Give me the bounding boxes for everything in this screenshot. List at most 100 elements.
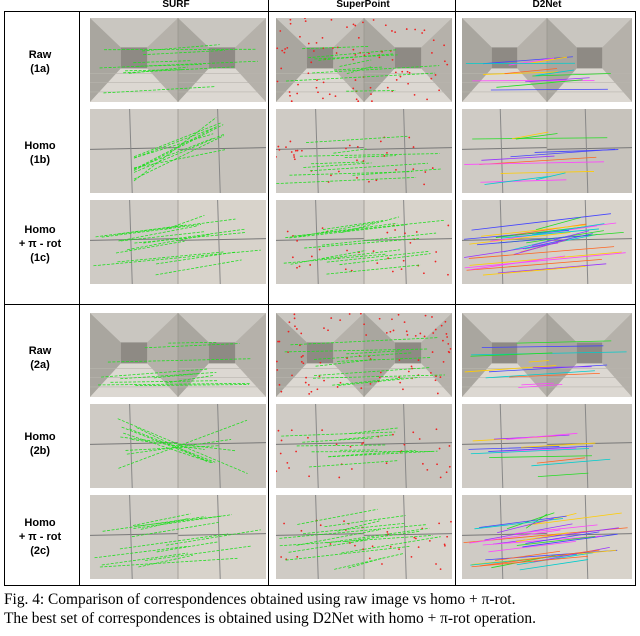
match-line — [155, 259, 242, 276]
match-line — [289, 171, 412, 176]
match-line — [293, 219, 446, 237]
match-line — [133, 127, 215, 159]
match-line — [318, 53, 393, 61]
match-line — [483, 71, 558, 75]
match-line — [107, 358, 252, 363]
match-line — [99, 60, 258, 69]
match-line — [285, 545, 411, 561]
match-line — [513, 239, 567, 255]
match-line — [120, 231, 205, 242]
match-line — [313, 374, 445, 379]
column-header-superpoint: SuperPoint — [336, 0, 390, 10]
match-line — [341, 536, 441, 554]
match-line — [133, 122, 222, 158]
match-line — [120, 371, 217, 380]
match-line — [131, 521, 219, 538]
divider-superpoint-d2net — [455, 0, 456, 586]
match-line — [303, 162, 372, 168]
match-line — [469, 232, 571, 245]
match-line — [313, 352, 413, 360]
match-line — [536, 457, 586, 464]
match-line — [521, 442, 596, 448]
match-line — [95, 224, 186, 238]
match-line — [133, 124, 224, 171]
image-panel-superpoint-2a — [276, 313, 452, 397]
match-line — [532, 73, 611, 77]
match-line — [121, 426, 213, 464]
match-line — [497, 518, 554, 534]
match-line — [482, 265, 586, 276]
match-line — [168, 341, 217, 344]
match-line — [521, 382, 554, 386]
match-line — [488, 364, 608, 373]
match-line — [464, 365, 557, 373]
match-line — [483, 56, 573, 65]
match-line — [466, 259, 602, 271]
match-line — [279, 524, 428, 539]
match-line — [133, 60, 191, 64]
match-line — [94, 545, 188, 559]
caption-line-1: Fig. 4: Comparison of correspondences ob… — [4, 591, 516, 608]
image-panel-superpoint-2c — [276, 495, 452, 579]
image-panel-superpoint-1a — [276, 18, 452, 102]
frame-left — [4, 11, 5, 586]
match-line — [515, 532, 569, 543]
image-panel-superpoint-1b — [276, 109, 452, 193]
match-line — [476, 234, 589, 246]
match-line — [488, 445, 594, 452]
match-line — [525, 513, 548, 529]
caption-line-2: The best set of correspondences is obtai… — [4, 610, 536, 627]
row-label-1c: Homo + π - rot (1c) — [18, 224, 62, 264]
match-line — [296, 444, 386, 447]
match-line — [506, 432, 578, 440]
match-line — [324, 515, 406, 528]
match-line — [337, 357, 431, 362]
match-line — [119, 533, 229, 550]
match-line — [296, 529, 382, 546]
match-line — [516, 535, 596, 546]
column-header-surf: SURF — [162, 0, 190, 10]
match-line — [133, 125, 219, 170]
image-panel-surf-2a — [90, 313, 266, 397]
match-line — [496, 79, 583, 88]
match-line — [284, 348, 429, 353]
image-panel-d2net-1a — [462, 18, 632, 102]
match-line — [515, 133, 558, 140]
image-panel-surf-2b — [90, 404, 266, 488]
column-header-d2net: D2Net — [532, 0, 562, 10]
match-line — [132, 513, 191, 526]
match-line — [490, 88, 608, 91]
match-line — [471, 213, 611, 231]
match-line — [308, 49, 397, 59]
match-line — [470, 352, 553, 357]
match-line — [136, 64, 202, 67]
row-label-2b: Homo (2b) — [24, 431, 56, 457]
match-line — [479, 549, 600, 567]
image-panel-superpoint-2b — [276, 404, 452, 488]
match-line — [497, 263, 607, 274]
match-line — [304, 238, 420, 249]
image-panel-surf-1c — [90, 200, 266, 284]
image-panel-d2net-2c — [462, 495, 632, 579]
match-line — [326, 264, 421, 275]
frame-middle — [4, 304, 636, 305]
match-line — [142, 44, 220, 52]
match-line — [534, 149, 619, 153]
match-line — [115, 240, 185, 254]
match-line — [98, 382, 251, 386]
match-line — [535, 69, 574, 76]
match-line — [138, 554, 193, 568]
match-line — [349, 427, 400, 434]
match-line — [326, 527, 430, 544]
match-line — [93, 249, 261, 267]
image-panel-surf-2c — [90, 495, 266, 579]
match-line — [279, 534, 433, 547]
match-line — [322, 220, 384, 230]
match-line — [479, 515, 567, 528]
match-line — [297, 508, 378, 525]
figure: SURF SuperPoint D2Net Raw (1a) Homo (1b) H… — [4, 0, 636, 586]
match-line — [321, 249, 400, 260]
match-line — [468, 246, 615, 259]
match-line — [327, 450, 438, 458]
match-line — [276, 176, 417, 185]
